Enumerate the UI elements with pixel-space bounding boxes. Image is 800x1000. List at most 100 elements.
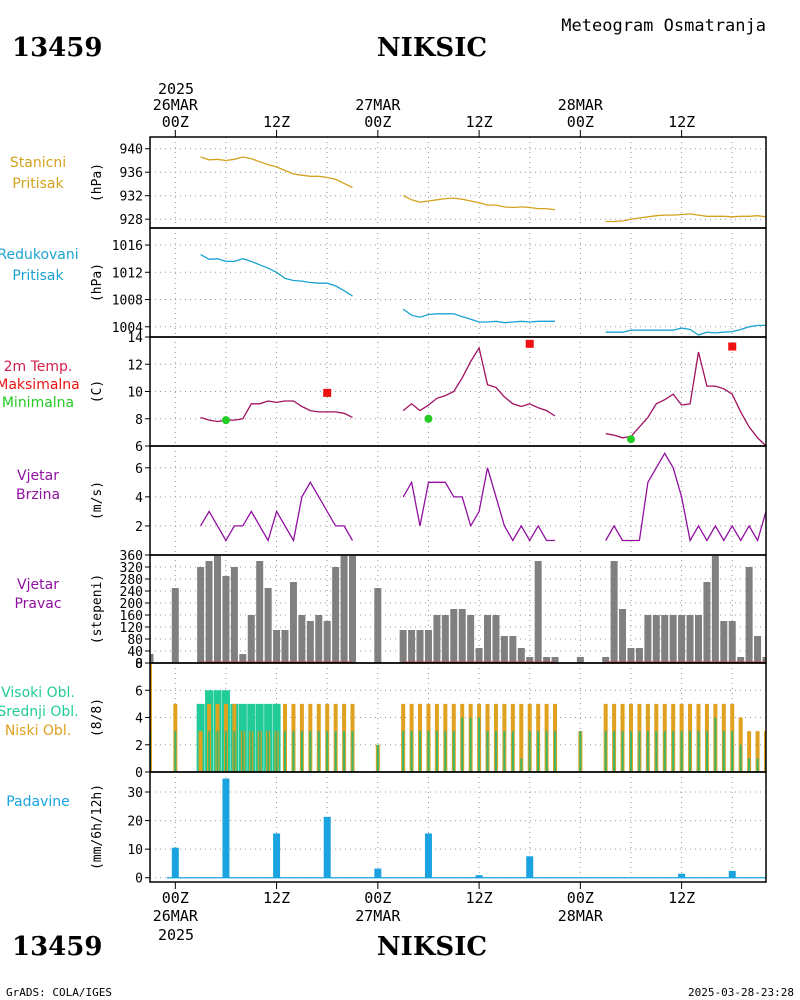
y-tick-label: 40	[127, 645, 143, 660]
plot-area	[166, 778, 766, 879]
panel-label: 2m Temp.	[4, 359, 73, 375]
wind-direction-bar	[678, 615, 686, 663]
bottom-hour-label: 00Z	[364, 889, 391, 907]
bottom-date-label: 27MAR	[355, 907, 401, 925]
mid-cloud-bar	[689, 731, 692, 772]
panel-label: Niski Obl.	[5, 723, 71, 739]
wind-direction-bar	[205, 561, 213, 663]
panel-label: Pravac	[14, 596, 61, 612]
mid-cloud-bar	[435, 731, 438, 772]
y-tick-label: 4	[135, 712, 143, 727]
mid-cloud-bar	[486, 731, 489, 772]
wind-direction-bar	[517, 648, 525, 663]
y-tick-label: 120	[120, 621, 143, 636]
wind-direction-bar	[171, 588, 179, 663]
wind-direction-bar	[230, 567, 238, 663]
y-tick-label: 936	[120, 166, 143, 181]
mid-cloud-bar	[748, 758, 751, 772]
bottom-hour-label: 12Z	[263, 889, 290, 907]
mid-cloud-bar	[672, 731, 675, 772]
wind-direction-bar	[197, 567, 205, 663]
wind-direction-bar	[281, 630, 289, 663]
wind-direction-bar	[754, 636, 762, 663]
panel-reduced-pressure: 1004 1008 1012 1016 (hPa) Redukovani Pritisak	[0, 227, 767, 338]
mid-cloud-bar	[351, 731, 354, 772]
panel-frame	[149, 136, 767, 229]
wind-direction-bar	[694, 615, 702, 663]
bottom-date-label: 28MAR	[558, 907, 604, 925]
mid-cloud-bar	[545, 731, 548, 772]
y-tick-label: 10	[127, 386, 143, 401]
precip-bar	[171, 847, 179, 878]
mid-cloud-bar	[452, 731, 455, 772]
y-axis-unit: (hPa)	[90, 163, 105, 202]
mid-cloud-bar	[317, 731, 320, 772]
y-tick-label: 0	[135, 766, 143, 781]
wind-direction-bar	[298, 615, 306, 663]
y-tick-label: 280	[120, 573, 143, 588]
top-hour-label: 12Z	[668, 113, 695, 131]
panel-label: Visoki Obl.	[1, 685, 75, 701]
wind-direction-bar	[239, 654, 247, 663]
wind-direction-bar	[408, 630, 416, 663]
y-tick-label: 200	[120, 597, 143, 612]
plot-area	[150, 663, 766, 772]
wind-direction-bar	[762, 657, 766, 663]
wind-direction-bar	[264, 588, 272, 663]
mid-cloud-bar	[469, 717, 472, 772]
wind-direction-bar	[720, 621, 728, 663]
wind-direction-bar	[349, 555, 357, 663]
wind-direction-bar	[416, 630, 424, 663]
y-tick-label: 80	[127, 633, 143, 648]
wind-direction-bar	[289, 582, 297, 663]
y-axis-unit: (hPa)	[90, 263, 105, 302]
panel-label: Minimalna	[2, 395, 74, 411]
product-title: Meteogram Osmatranja	[561, 16, 766, 36]
y-tick-label: 14	[127, 331, 143, 346]
station-name-top: NIKSIC	[377, 33, 487, 63]
mid-cloud-bar	[579, 731, 582, 772]
top-hour-label: 00Z	[162, 113, 189, 131]
bottom-hour-label: 12Z	[668, 889, 695, 907]
y-tick-label: 8	[135, 657, 143, 672]
wind-direction-bar	[661, 615, 669, 663]
wind-direction-bar	[315, 615, 323, 663]
wind-direction-bar	[399, 630, 407, 663]
mid-cloud-bar	[739, 744, 742, 772]
mid-cloud-bar	[250, 731, 253, 772]
wind-direction-bar	[467, 615, 475, 663]
y-tick-label: 6	[135, 684, 143, 699]
panel-temperature: 6 8 10 12 14 (C) 2m Temp. Maksimalna Minimalna	[0, 331, 767, 455]
bottom-hour-label: 00Z	[162, 889, 189, 907]
y-axis-unit: (stepeni)	[90, 574, 105, 644]
mid-cloud-bar	[343, 731, 346, 772]
gridlines	[150, 137, 766, 228]
y-tick-label: 940	[120, 143, 143, 158]
mid-cloud-bar	[410, 731, 413, 772]
wind-direction-bar	[543, 657, 551, 663]
panel-label: Maksimalna	[0, 377, 80, 393]
y-tick-label: 6	[135, 440, 143, 455]
mid-cloud-bar	[275, 731, 278, 772]
top-date-label: 27MAR	[355, 96, 401, 114]
wind-direction-bar	[526, 657, 534, 663]
wind-direction-bar	[703, 582, 711, 663]
y-axis-unit: (mm/6h/12h)	[90, 784, 105, 870]
mid-cloud-bar	[638, 731, 641, 772]
precip-bar	[374, 868, 382, 878]
plot-area	[200, 156, 766, 223]
series-line	[402, 467, 555, 542]
y-tick-label: 932	[120, 190, 143, 205]
precip-bar	[678, 873, 686, 878]
mid-cloud-bar	[705, 731, 708, 772]
y-tick-label: 12	[127, 358, 143, 373]
wind-direction-bar	[424, 630, 432, 663]
panel-label: Redukovani	[0, 247, 79, 263]
y-tick-label: 1012	[112, 266, 143, 281]
precip-bar	[728, 870, 736, 878]
mid-cloud-bar	[494, 731, 497, 772]
tmax-marker	[728, 342, 737, 351]
precip-bar	[273, 833, 281, 878]
